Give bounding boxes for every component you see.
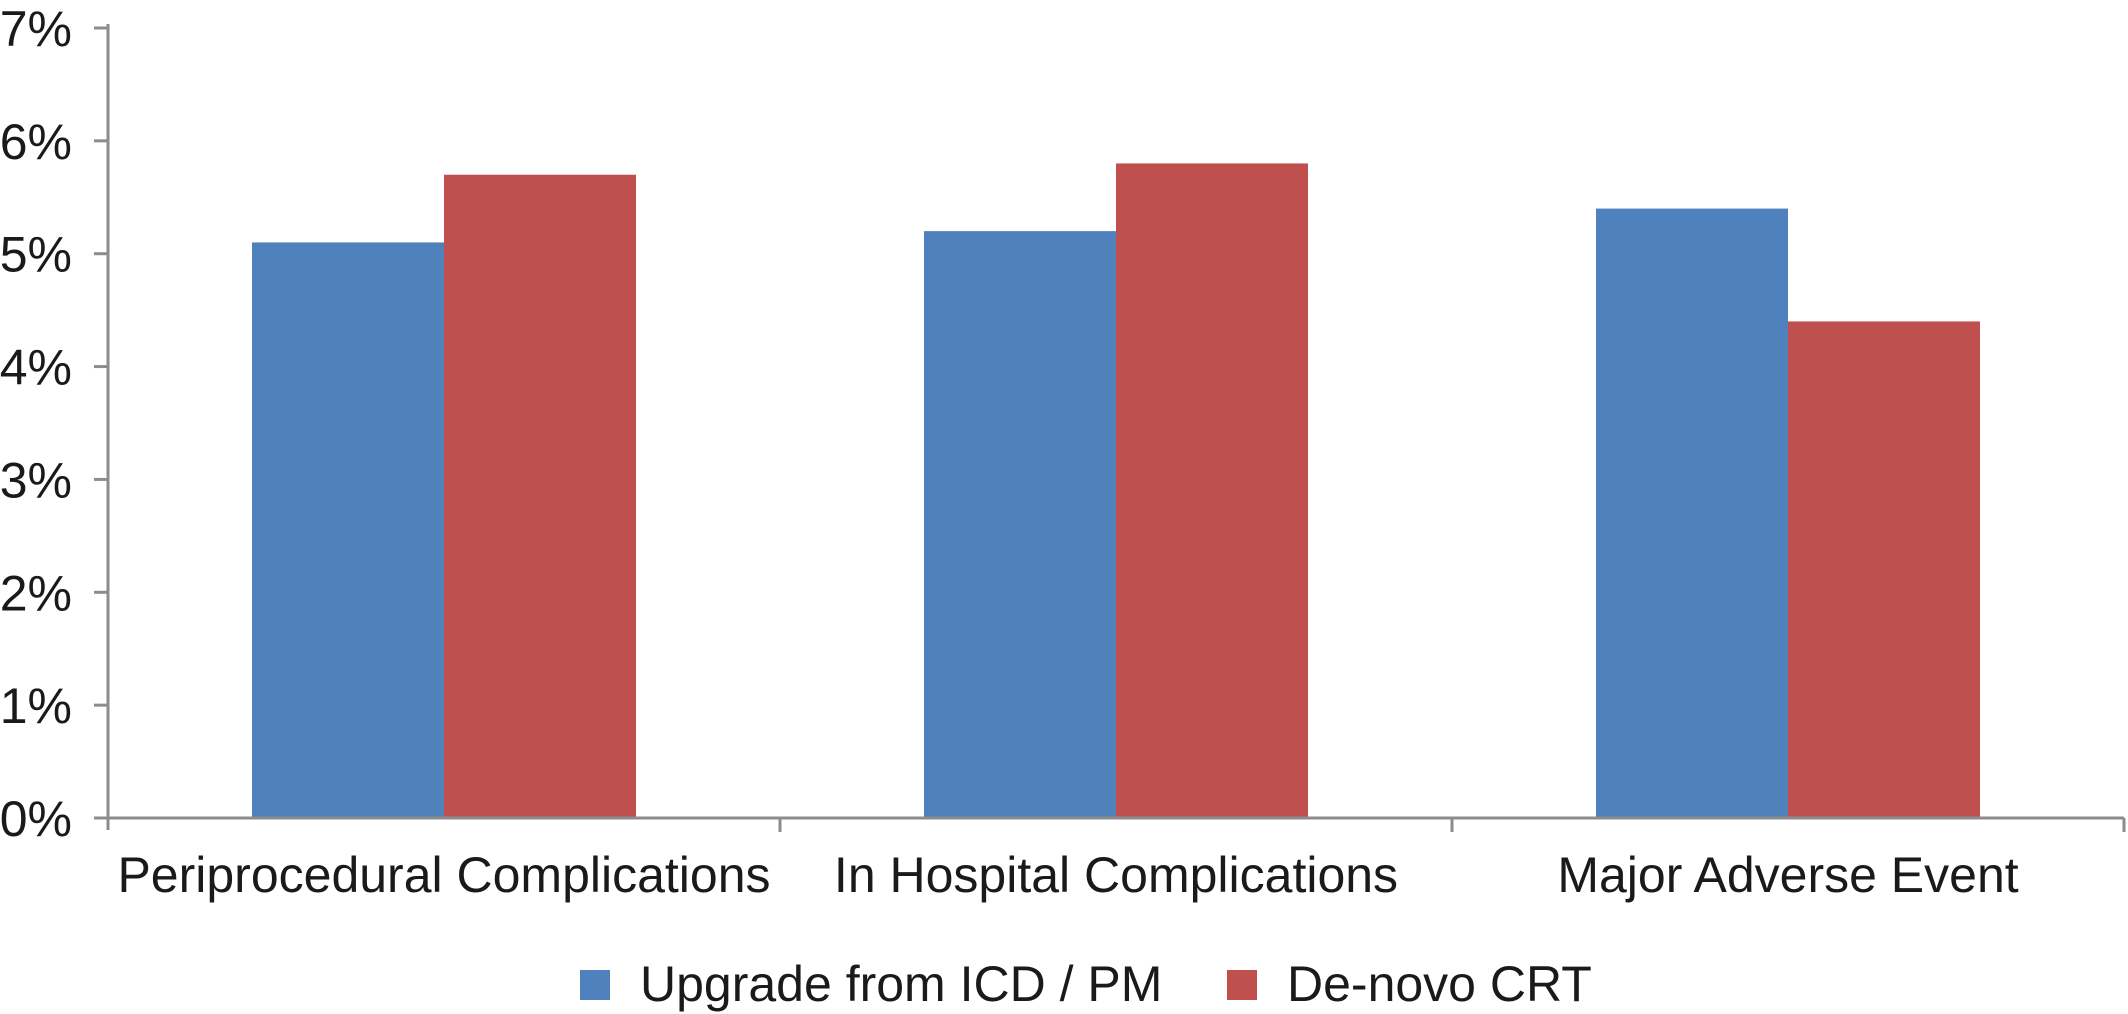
y-axis-ticks: 0% 1% 2% 3% 4% 5% 6% 7% xyxy=(0,1,108,847)
legend-swatch xyxy=(580,970,610,1000)
bar-denovo-1 xyxy=(1116,163,1308,818)
x-category-label: Periprocedural Complications xyxy=(117,847,770,903)
y-tick-label: 5% xyxy=(0,227,72,283)
axes xyxy=(106,24,2126,832)
bar-upgrade-2 xyxy=(1596,208,1788,819)
bar-upgrade-0 xyxy=(252,242,444,818)
y-tick-label: 0% xyxy=(0,791,72,847)
legend: Upgrade from ICD / PM De-novo CRT xyxy=(580,956,1592,1012)
y-tick-label: 6% xyxy=(0,114,72,170)
legend-label: De-novo CRT xyxy=(1287,956,1592,1012)
legend-swatch xyxy=(1227,970,1257,1000)
x-category-label: In Hospital Complications xyxy=(834,847,1398,903)
y-tick-label: 7% xyxy=(0,1,72,57)
x-category-label: Major Adverse Event xyxy=(1557,847,2018,903)
y-tick-label: 4% xyxy=(0,340,72,396)
x-axis-labels: Periprocedural Complications In Hospital … xyxy=(117,847,2018,903)
y-tick-label: 1% xyxy=(0,678,72,734)
y-tick-label: 2% xyxy=(0,565,72,621)
bar-denovo-2 xyxy=(1788,321,1980,818)
y-tick-label: 3% xyxy=(0,452,72,508)
bar-denovo-0 xyxy=(444,174,636,818)
legend-label: Upgrade from ICD / PM xyxy=(640,956,1162,1012)
bar-upgrade-1 xyxy=(924,231,1116,819)
bars xyxy=(252,163,1980,819)
